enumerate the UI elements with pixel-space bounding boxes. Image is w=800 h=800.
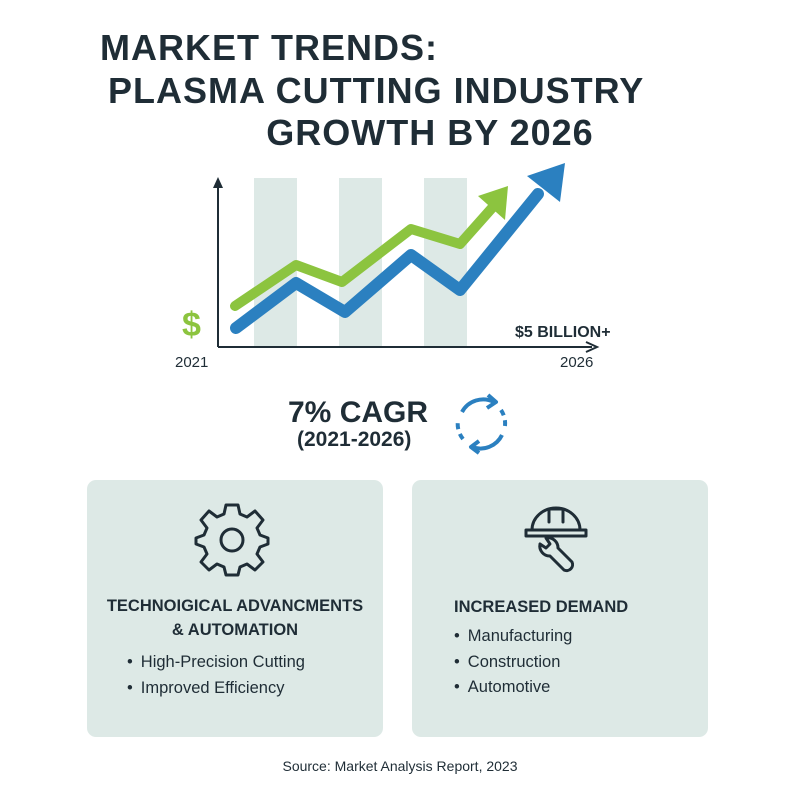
green-arrowhead: [478, 186, 508, 220]
cagr-value: 7% CAGR: [288, 396, 429, 429]
hard-hat-wrench-icon: [524, 506, 588, 573]
card-list: Manufacturing Construction Automotive: [454, 624, 573, 701]
end-year-label: 2026: [560, 354, 594, 371]
y-axis: [213, 177, 223, 347]
card-increased-demand: INCREASED DEMAND Manufacturing Construct…: [412, 480, 708, 737]
currency-symbol: $: [182, 306, 201, 344]
cycle-arrows-icon: [455, 393, 508, 455]
blue-trend-line: [230, 163, 565, 334]
cagr-period: (2021-2026): [297, 428, 412, 451]
x-axis: [218, 341, 600, 353]
list-item: Automotive: [454, 675, 572, 701]
blue-arrowhead: [527, 163, 565, 202]
title-line-1: MARKET TRENDS:: [100, 27, 438, 68]
start-year-label: 2021: [175, 354, 209, 371]
title-line-2: PLASMA CUTTING INDUSTRY: [108, 70, 645, 111]
list-item: Improved Efficiency: [127, 676, 305, 702]
list-item: High-Precision Cutting: [127, 650, 305, 676]
list-item: Construction: [454, 650, 572, 676]
target-label: $5 BILLION+: [515, 324, 611, 341]
gear-icon: [194, 503, 270, 577]
trend-chart: [213, 163, 600, 455]
card-heading: INCREASED DEMAND: [454, 598, 629, 616]
card-list: High-Precision Cutting Improved Efficien…: [127, 650, 305, 701]
card-heading-line-1: TECHNOIGICAL ADVANCMENTS: [106, 597, 364, 615]
card-heading-line-2: & AUTOMATION: [171, 621, 299, 639]
card-tech-advancements: TECHNOIGICAL ADVANCMENTS & AUTOMATION Hi…: [87, 480, 383, 737]
chart-band: [424, 178, 467, 346]
source-note: Source: Market Analysis Report, 2023: [282, 758, 518, 774]
green-trend-line: [230, 186, 508, 311]
list-item: Manufacturing: [454, 624, 573, 650]
title-line-3: GROWTH BY 2026: [266, 112, 594, 153]
chart-band: [254, 178, 297, 346]
